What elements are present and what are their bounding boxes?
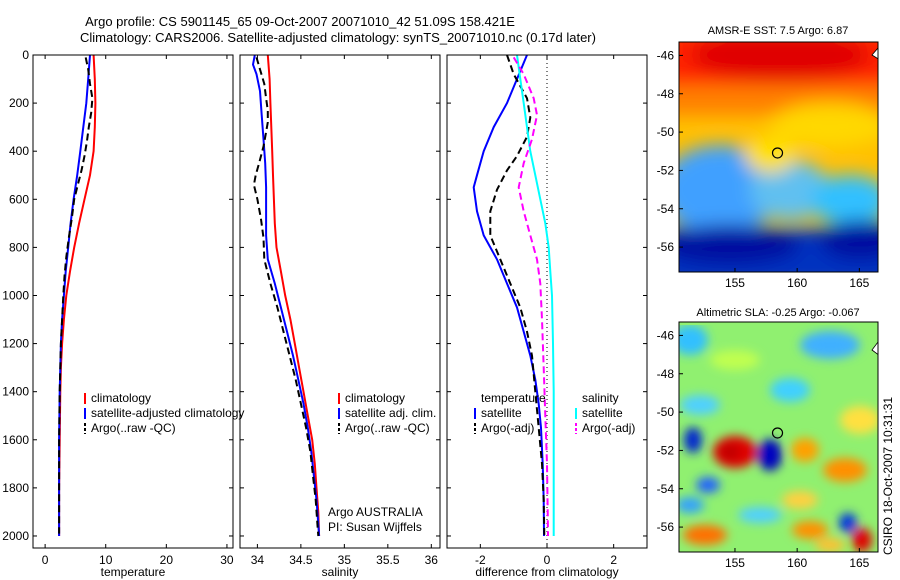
argo-location-marker: [771, 427, 784, 439]
y-tick-label: -46: [657, 48, 675, 62]
sst-map-axes: 155 160 165 -46 -48 -50 -52 -54 -56: [657, 48, 870, 290]
legend-entry: satellite adj. clim.: [345, 406, 436, 420]
legend-entry: satellite: [481, 406, 522, 420]
y-tick-label: -48: [657, 367, 675, 381]
y-tick-label: 600: [9, 192, 29, 206]
salinity-profile-panel: 34 34.5 35 35.5 36 salinity climatologysatelli…: [239, 54, 441, 579]
y-tick-label: -50: [657, 405, 675, 419]
x-tick-label: 165: [849, 276, 869, 290]
y-tick-label: 400: [9, 144, 29, 158]
annotation-text: PI: Susan Wijffels: [328, 520, 422, 534]
sst-colour-field: [679, 42, 878, 272]
x-axis-label: salinity: [322, 565, 359, 579]
y-tick-label: -56: [657, 520, 675, 534]
y-tick-label: 0: [22, 48, 29, 62]
series-line: [489, 54, 546, 537]
y-tick-label: -50: [657, 125, 675, 139]
legend-entry: Argo(..raw -QC): [345, 421, 430, 435]
sla-colour-field: [679, 322, 878, 552]
series-line: [58, 57, 94, 534]
legend-entry: climatology: [91, 391, 151, 405]
plot-frame: [239, 54, 441, 549]
sst-map-title: AMSR-E SST: 7.5 Argo: 6.87: [708, 25, 849, 37]
annotation-text: Argo AUSTRALIA: [328, 505, 423, 519]
y-tick-label: 1400: [2, 385, 29, 399]
x-tick-label: 34: [251, 553, 265, 567]
x-tick-label: 30: [220, 553, 234, 567]
x-tick-label: 10: [99, 553, 113, 567]
y-tick-label: 800: [9, 240, 29, 254]
legend-entry: satellite: [582, 406, 623, 420]
y-tick-label: -54: [657, 482, 675, 496]
x-tick-label: 160: [787, 556, 807, 570]
y-tick-label: 1600: [2, 433, 29, 447]
y-tick-label: -52: [657, 443, 675, 457]
x-tick-label: 35.5: [376, 553, 400, 567]
series-line: [512, 56, 549, 537]
legend-entry: climatology: [345, 391, 405, 405]
x-tick-label: 35: [338, 553, 352, 567]
x-tick-label: 160: [787, 276, 807, 290]
legend-entry: Argo(-adj): [582, 421, 635, 435]
y-tick-label: -46: [657, 328, 675, 342]
x-tick-label: 155: [725, 556, 745, 570]
x-tick-label: 0: [544, 553, 551, 567]
x-tick-label: 2: [610, 553, 617, 567]
plot-frame: [32, 54, 234, 549]
x-axis-label: difference from climatology: [475, 565, 618, 579]
y-tick-label: -48: [657, 87, 675, 101]
y-tick-label: 1000: [2, 288, 29, 302]
x-tick-label: 165: [849, 556, 869, 570]
x-axis-label: temperature: [101, 565, 166, 579]
x-tick-label: 155: [725, 276, 745, 290]
y-tick-label: 1200: [2, 337, 29, 351]
series-line: [266, 54, 321, 537]
y-tick-label: -52: [657, 163, 675, 177]
y-tick-label: 1800: [2, 481, 29, 495]
x-tick-label: 34.5: [289, 553, 313, 567]
x-tick-label: -2: [475, 553, 486, 567]
y-tick-label: -54: [657, 202, 675, 216]
legend-heading: temperature: [481, 391, 546, 405]
sst-map-panel: AMSR-E SST: 7.5 Argo: 6.87 155 160 165 -46 -…: [657, 25, 879, 290]
series-line: [252, 57, 320, 537]
series-line: [472, 54, 545, 537]
series-line: [58, 54, 91, 536]
y-tick-label: 200: [9, 96, 29, 110]
x-tick-label: 0: [42, 553, 49, 567]
sla-map-panel: Altimetric SLA: -0.25 Argo: -0.067 155 16…: [657, 307, 879, 570]
argo-location-marker: [771, 147, 784, 159]
figure-title-line-1: Argo profile: CS 5901145_65 09-Oct-2007 …: [85, 14, 515, 29]
sla-map-axes: 155 160 165 -46 -48 -50 -52 -54 -56: [657, 328, 870, 570]
plot-frame: [446, 54, 648, 549]
x-tick-label: 36: [425, 553, 439, 567]
legend-entry: Argo(-adj): [481, 421, 534, 435]
temperature-profile-panel: 0 10 20 30 temperature 0 200 400 600 800 1000 1200 1…: [2, 48, 244, 579]
series-line: [516, 54, 555, 536]
y-tick-label: 2000: [2, 529, 29, 543]
legend-entry: satellite-adjusted climatology: [91, 406, 244, 420]
x-tick-label: 20: [160, 553, 174, 567]
legend-entry: Argo(..raw -QC): [91, 421, 176, 435]
figure-title-line-2: Climatology: CARS2006. Satellite-adjuste…: [80, 30, 596, 45]
side-timestamp: CSIRO 18-Oct-2007 10:31:31: [881, 397, 895, 555]
y-tick-label: -56: [657, 240, 675, 254]
sla-map-title: Altimetric SLA: -0.25 Argo: -0.067: [696, 307, 859, 319]
legend-heading: salinity: [582, 391, 619, 405]
